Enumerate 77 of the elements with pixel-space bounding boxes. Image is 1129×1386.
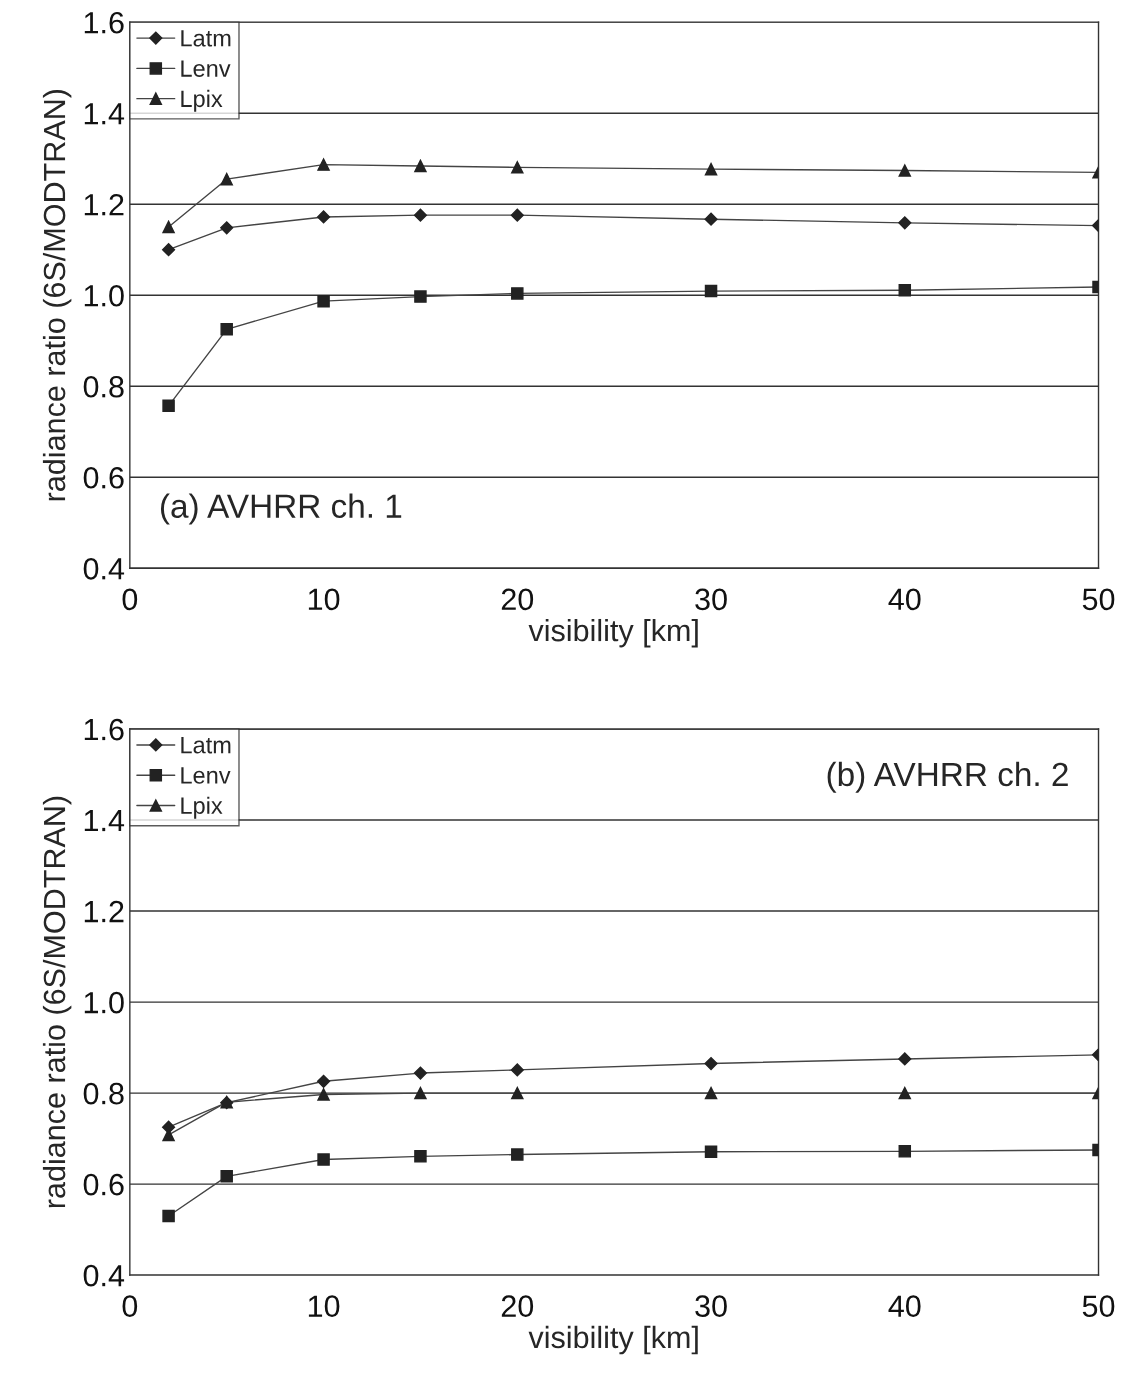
x-tick-label: 30: [695, 1295, 727, 1318]
point: [161, 243, 176, 257]
x-tick-label: 20: [501, 588, 534, 611]
point: [510, 1063, 524, 1077]
point: [898, 1086, 912, 1100]
legend-label: Lpix: [181, 89, 223, 112]
point: [317, 1153, 330, 1166]
point: [704, 1056, 718, 1071]
legend-label: Lpix: [181, 796, 223, 819]
point: [162, 220, 175, 234]
x-tick-label: 10: [308, 1295, 340, 1318]
y-tick-label: 1.0: [84, 284, 124, 307]
x-tick-label: 30: [695, 588, 727, 611]
y-tick-label: 0.4: [83, 1264, 125, 1287]
x-tick-label: 0: [122, 1295, 138, 1318]
x-axis-title: visibility [km]: [528, 618, 698, 648]
point: [511, 1086, 524, 1100]
point: [704, 162, 718, 176]
point: [414, 1086, 427, 1100]
y-tick-label: 0.6: [83, 1173, 124, 1196]
point: [220, 172, 233, 186]
point: [511, 1148, 524, 1161]
x-tick-label: 40: [888, 588, 921, 611]
y-axis-title: radiance ratio (6S/MODTRAN): [42, 796, 72, 1208]
point: [162, 1209, 175, 1223]
point: [510, 208, 524, 222]
y-tick-label: 0.8: [83, 375, 124, 398]
point: [414, 290, 427, 303]
y-tick-label: 1.4: [84, 103, 125, 125]
point: [413, 1066, 428, 1080]
point: [898, 216, 912, 230]
y-tick-label: 0.8: [83, 1082, 124, 1105]
point: [704, 1086, 718, 1100]
point: [704, 1145, 718, 1159]
annotation: (b) AVHRR ch. 2: [827, 761, 1068, 793]
point: [704, 284, 718, 298]
point: [161, 1120, 176, 1134]
point: [316, 210, 331, 224]
point: [898, 1052, 912, 1066]
x-tick-label: 0: [122, 588, 138, 611]
y-tick-label: 0.6: [83, 466, 124, 489]
y-tick-label: 1.6: [84, 11, 124, 34]
y-tick-label: 1.2: [84, 900, 124, 923]
point: [317, 294, 330, 308]
x-axis-title: visibility [km]: [528, 1325, 698, 1355]
point: [898, 283, 912, 297]
y-tick-label: 1.0: [84, 991, 124, 1014]
x-tick-label: 20: [501, 1295, 534, 1318]
point: [704, 212, 718, 226]
legend-label: Lenv: [181, 767, 231, 784]
x-tick-label: 50: [1082, 1295, 1115, 1318]
point: [220, 323, 233, 336]
point: [317, 1088, 330, 1101]
y-axis-title: radiance ratio (6S/MODTRAN): [42, 89, 72, 501]
point: [898, 1145, 912, 1158]
point: [317, 158, 330, 171]
point: [414, 159, 427, 173]
point: [511, 161, 524, 174]
y-tick-label: 1.4: [84, 810, 125, 832]
x-tick-label: 40: [888, 1295, 921, 1318]
legend-label: Lenv: [181, 60, 231, 77]
annotation: (a) AVHRR ch. 1: [160, 493, 402, 525]
point: [162, 399, 175, 413]
point: [220, 1170, 233, 1183]
point: [898, 164, 912, 177]
legend-label: Latm: [181, 736, 231, 754]
x-tick-label: 50: [1082, 588, 1115, 611]
y-tick-label: 1.2: [84, 193, 124, 216]
x-tick-label: 10: [308, 588, 340, 611]
point: [414, 1150, 427, 1163]
point: [220, 221, 234, 235]
point: [316, 1074, 331, 1088]
y-tick-label: 1.6: [84, 718, 124, 741]
legend-label: Latm: [181, 30, 231, 47]
point: [511, 287, 524, 300]
point: [413, 208, 428, 222]
y-tick-label: 0.4: [83, 558, 125, 580]
